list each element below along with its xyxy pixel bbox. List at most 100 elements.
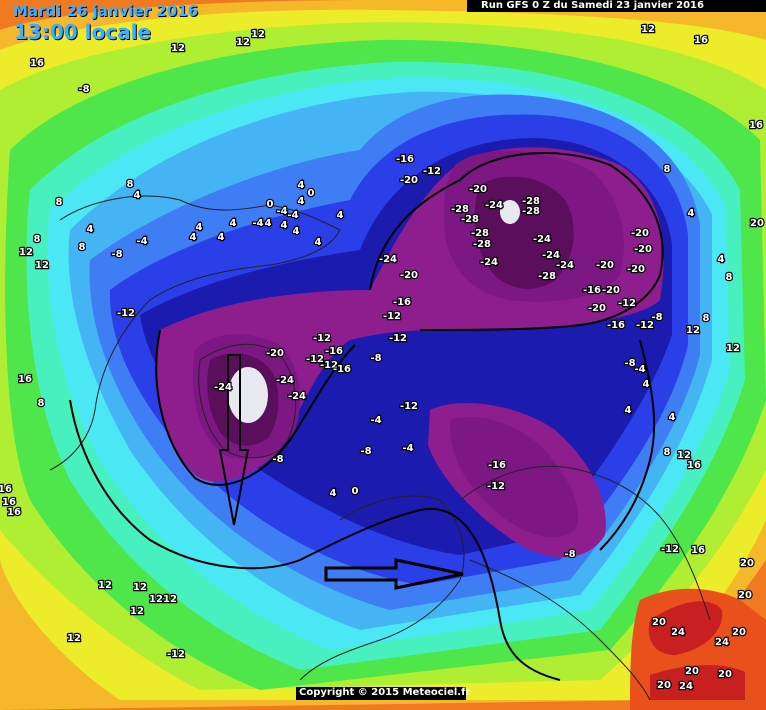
isotherm-label: 12 — [251, 29, 265, 40]
isotherm-label: 0 — [308, 188, 315, 199]
isotherm-label: -20 — [631, 228, 649, 239]
isotherm-label: 0 — [352, 486, 359, 497]
isotherm-label: 4 — [298, 196, 305, 207]
coastline-europe — [299, 495, 465, 681]
isotherm-label: 4 — [190, 232, 197, 243]
isotherm-label: -8 — [624, 358, 635, 369]
coastline-asia — [459, 465, 711, 701]
isotherm-label: -20 — [602, 285, 620, 296]
isotherm-label: 12 — [19, 247, 33, 258]
isotherm-label: 4 — [643, 379, 650, 390]
isotherm-label: -24 — [379, 254, 397, 265]
isotherm-label: -12 — [389, 333, 407, 344]
isotherm-line-outer — [69, 399, 561, 681]
isotherm-label: -4 — [276, 206, 287, 217]
isotherm-label: -24 — [542, 250, 560, 261]
isotherm-label: -16 — [396, 154, 414, 165]
isotherm-label: 20 — [685, 666, 699, 677]
copyright-bar — [296, 687, 466, 700]
isotherm-line-west — [155, 329, 356, 486]
isotherm-label: -20 — [627, 264, 645, 275]
isotherm-label: -24 — [288, 391, 306, 402]
isotherm-label: 4 — [218, 232, 225, 243]
isotherm-label: -4 — [287, 210, 298, 221]
isotherm-label: -28 — [538, 271, 556, 282]
band-deep-purple-east — [449, 416, 579, 538]
isotherm-label: -28 — [522, 196, 540, 207]
isotherm-label: -24 — [533, 234, 551, 245]
isotherm-label: 20 — [718, 669, 732, 680]
horizontal-arrow — [324, 558, 464, 590]
isotherm-label: 8 — [56, 197, 63, 208]
band-core-north — [474, 176, 574, 289]
isotherm-line-north — [369, 152, 664, 331]
isotherm-label: -12 — [167, 649, 185, 660]
isotherm-label: -12 — [400, 401, 418, 412]
isotherm-label: 12 — [98, 580, 112, 591]
isotherm-label: -24 — [480, 257, 498, 268]
isotherm-label: -12 — [661, 544, 679, 555]
isotherm-label: -4 — [252, 218, 263, 229]
isotherm-label: -16 — [607, 320, 625, 331]
isotherm-label: 12 — [67, 633, 81, 644]
isotherm-label: 12 — [163, 594, 177, 605]
isotherm-label: 8 — [726, 272, 733, 283]
isotherm-label: 8 — [664, 164, 671, 175]
isotherm-label: -28 — [473, 239, 491, 250]
vertical-arrow — [218, 354, 250, 526]
isotherm-label: -12 — [117, 308, 135, 319]
isotherm-label: 12 — [686, 325, 700, 336]
isotherm-label: 20 — [732, 627, 746, 638]
isotherm-label: -8 — [370, 353, 381, 364]
isotherm-label: 16 — [18, 374, 32, 385]
isotherm-label: 0 — [267, 199, 274, 210]
isotherm-label: -4 — [402, 443, 413, 454]
isotherm-label: -24 — [556, 260, 574, 271]
isotherm-label: 4 — [281, 220, 288, 231]
isotherm-label: 24 — [715, 637, 729, 648]
isotherm-label: -12 — [636, 320, 654, 331]
isotherm-label: 20 — [652, 617, 666, 628]
isotherm-label: -28 — [451, 204, 469, 215]
isotherm-label: -20 — [400, 270, 418, 281]
isotherm-label: 4 — [315, 237, 322, 248]
isotherm-label: -28 — [461, 214, 479, 225]
isotherm-label: 4 — [669, 412, 676, 423]
isotherm-label: -8 — [272, 454, 283, 465]
isotherm-label: -8 — [651, 312, 662, 323]
horizontal-arrow-shaft — [324, 558, 464, 590]
band-red-southeast — [648, 601, 723, 655]
isotherm-label: -16 — [325, 346, 343, 357]
coldest-spot-north — [500, 200, 520, 224]
isotherm-label: -20 — [400, 175, 418, 186]
isotherm-label: 8 — [703, 313, 710, 324]
isotherm-label: -20 — [588, 303, 606, 314]
isotherm-label: -12 — [618, 298, 636, 309]
isotherm-label: 4 — [134, 190, 141, 201]
isotherm-label: 12 — [236, 37, 250, 48]
isotherm-label: 4 — [196, 222, 203, 233]
isotherm-label: -4 — [136, 236, 147, 247]
isotherm-label: 4 — [688, 208, 695, 219]
isotherm-label: -8 — [360, 446, 371, 457]
isotherm-label: -12 — [306, 354, 324, 365]
isotherm-label: -4 — [634, 364, 645, 375]
isotherm-label: -8 — [111, 249, 122, 260]
isotherm-label: 16 — [749, 120, 763, 131]
isotherm-label: 24 — [679, 681, 693, 692]
isotherm-label: 4 — [298, 180, 305, 191]
isotherm-label: 8 — [38, 398, 45, 409]
isotherm-label: 4 — [330, 488, 337, 499]
isotherm-label: 20 — [750, 218, 764, 229]
isotherm-label: 20 — [657, 680, 671, 691]
isotherm-label: -20 — [266, 348, 284, 359]
isotherm-label: -20 — [596, 260, 614, 271]
isotherm-label: 16 — [0, 484, 12, 495]
isotherm-label: 12 — [641, 24, 655, 35]
copyright-text: Copyright © 2015 Meteociel.fr — [299, 687, 471, 698]
forecast-time: 13:00 locale — [14, 20, 151, 44]
